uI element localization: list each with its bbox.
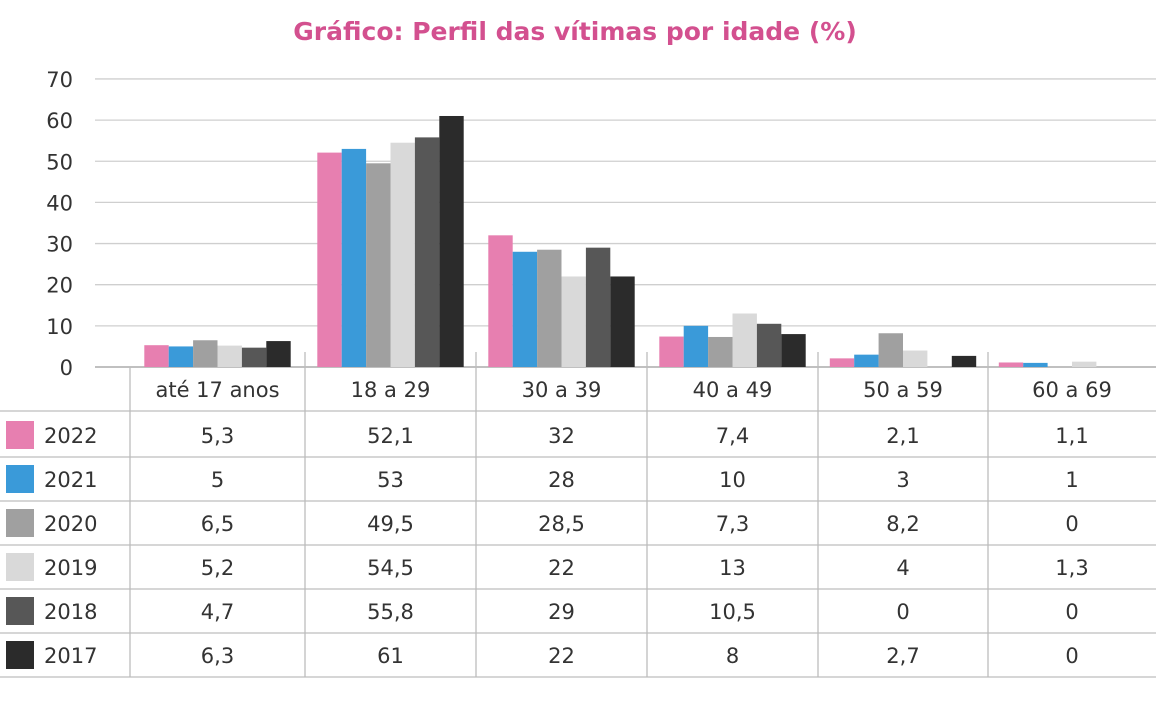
bar: [683, 325, 709, 367]
bar: [951, 355, 977, 367]
legend-swatch: [6, 641, 34, 669]
legend-swatch: [6, 597, 34, 625]
legend-swatch: [6, 509, 34, 537]
table-cell: 7,3: [716, 512, 749, 536]
series-label: 2019: [44, 556, 97, 580]
y-axis-ticks: 0 10 20 30 40 50 60 70: [46, 68, 73, 380]
table-cell: 28,5: [538, 512, 585, 536]
bar: [241, 347, 267, 367]
bar: [561, 276, 586, 367]
table-cell: 53: [377, 468, 404, 492]
bar: [1023, 362, 1048, 367]
bar: [366, 163, 391, 367]
y-tick-label: 30: [46, 233, 73, 257]
bar: [193, 340, 218, 367]
table-cell: 8: [726, 644, 739, 668]
series-label: 2020: [44, 512, 97, 536]
bar: [168, 346, 194, 367]
bar: [317, 152, 342, 367]
bar: [341, 148, 367, 367]
table-cell: 6,5: [201, 512, 234, 536]
series-label: 2017: [44, 644, 97, 668]
bar: [488, 235, 513, 367]
series-label: 2018: [44, 600, 97, 624]
bar: [390, 142, 415, 367]
table-cell: 29: [548, 600, 575, 624]
bar: [144, 345, 169, 367]
bar: [998, 362, 1024, 367]
bar: [659, 336, 684, 367]
series-label: 2022: [44, 424, 97, 448]
bar: [585, 247, 611, 367]
table-cell: 1,3: [1055, 556, 1088, 580]
table-cell: 5,2: [201, 556, 234, 580]
category-label: até 17 anos: [155, 378, 279, 402]
category-label: 30 a 39: [522, 378, 602, 402]
table-cell: 0: [1065, 512, 1078, 536]
table-cell: 6,3: [201, 644, 234, 668]
table-cell: 3: [896, 468, 909, 492]
bar: [708, 336, 733, 367]
bar: [829, 358, 855, 367]
bars: [144, 115, 1097, 367]
bar: [512, 251, 538, 367]
bar: [732, 313, 757, 367]
table-cell: 22: [548, 644, 575, 668]
bar: [414, 137, 440, 367]
bar: [439, 115, 464, 367]
legend-swatch: [6, 553, 34, 581]
table-cell: 32: [548, 424, 575, 448]
y-tick-label: 50: [46, 150, 73, 174]
bar: [610, 276, 635, 367]
table-cell: 5,3: [201, 424, 234, 448]
category-label: 60 a 69: [1032, 378, 1112, 402]
bar: [266, 341, 291, 367]
data-table: até 17 anos 18 a 29 30 a 39 40 a 49 50 a 59 6…: [0, 352, 1156, 678]
legend-swatch: [6, 465, 34, 493]
series-label: 2021: [44, 468, 97, 492]
table-cell: 55,8: [367, 600, 414, 624]
table-cell: 61: [377, 644, 404, 668]
table-cell: 7,4: [716, 424, 749, 448]
table-cell: 28: [548, 468, 575, 492]
y-tick-label: 10: [46, 315, 73, 339]
table-cell: 52,1: [367, 424, 414, 448]
table-cell: 1: [1065, 468, 1078, 492]
bar: [878, 333, 903, 367]
category-label: 40 a 49: [693, 378, 773, 402]
table-cell: 2,1: [886, 424, 919, 448]
bar: [756, 323, 782, 367]
category-label: 50 a 59: [863, 378, 943, 402]
table-cell: 22: [548, 556, 575, 580]
legend-swatch: [6, 421, 34, 449]
y-tick-label: 0: [60, 356, 73, 380]
table-cell: 0: [896, 600, 909, 624]
bar: [854, 354, 879, 367]
table-cell: 4: [896, 556, 909, 580]
table-cell: 0: [1065, 644, 1078, 668]
bar: [903, 350, 928, 367]
y-tick-label: 70: [46, 68, 73, 92]
table-cell: 4,7: [201, 600, 234, 624]
bar: [1072, 361, 1097, 367]
table-cell: 1,1: [1055, 424, 1088, 448]
y-tick-label: 60: [46, 109, 73, 133]
table-cell: 49,5: [367, 512, 414, 536]
bar: [537, 249, 562, 367]
table-cell: 10,5: [709, 600, 756, 624]
table-cell: 10: [719, 468, 746, 492]
bar: [217, 345, 242, 367]
category-label: 18 a 29: [351, 378, 431, 402]
y-tick-label: 20: [46, 274, 73, 298]
table-cell: 2,7: [886, 644, 919, 668]
table-cell: 54,5: [367, 556, 414, 580]
bar: [781, 334, 806, 367]
table-cell: 5: [211, 468, 224, 492]
y-tick-label: 40: [46, 191, 73, 215]
table-cell: 0: [1065, 600, 1078, 624]
table-cell: 8,2: [886, 512, 919, 536]
chart-title: Gráfico: Perfil das vítimas por idade (%…: [293, 17, 857, 46]
table-cell: 13: [719, 556, 746, 580]
